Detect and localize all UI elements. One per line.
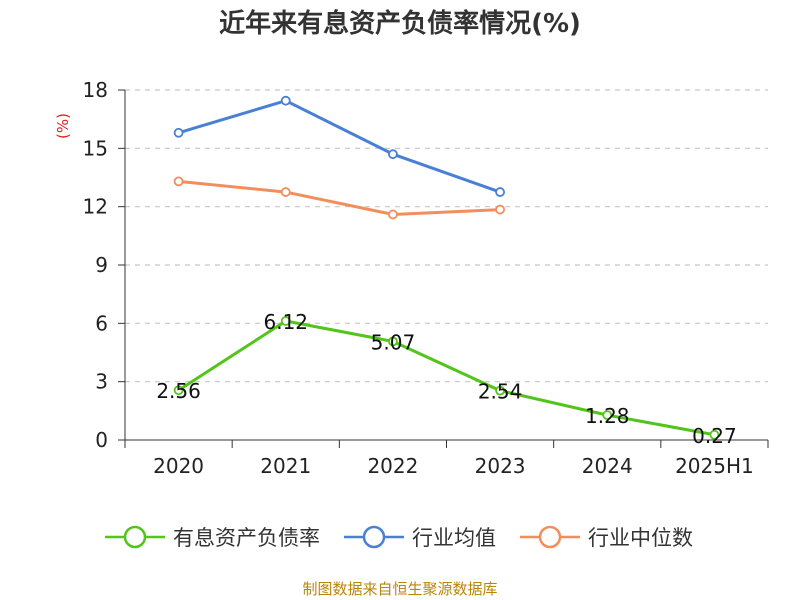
y-tick-label: 9 [95, 253, 108, 277]
data-point [495, 204, 505, 215]
legend-swatch-marker [123, 525, 147, 549]
legend-label: 行业均值 [412, 526, 496, 550]
data-point [173, 385, 184, 396]
data-point [280, 95, 291, 106]
y-tick-label: 15 [83, 136, 108, 160]
y-tick-label: 12 [83, 195, 108, 219]
legend-label: 行业中位数 [588, 526, 693, 550]
legend: 有息资产负债率 行业均值 行业中位数 [105, 525, 693, 550]
data-point [388, 209, 398, 220]
series-line [177, 319, 715, 437]
data-label: 1.28 [585, 404, 630, 428]
data-labels: 2.56 6.12 5.07 2.54 1.28 0.27 [156, 310, 736, 448]
series-line [178, 99, 501, 194]
y-axis-label: (%) [54, 113, 72, 139]
data-point [709, 429, 720, 440]
x-tick-label: 2020 [153, 454, 204, 478]
chart-title: 近年来有息资产负债率情况(%) [219, 9, 581, 39]
x-tick-label: 2025H1 [675, 454, 754, 478]
series-lines [173, 95, 720, 440]
axes: 0 3 6 9 12 15 18 2020 2021 2022 2023 2024 2025H1 (%) [54, 78, 769, 478]
data-point [388, 149, 398, 160]
data-point [602, 410, 613, 421]
data-label: 5.07 [371, 330, 416, 354]
data-label: 0.27 [692, 424, 737, 448]
data-point [280, 316, 291, 326]
legend-label: 有息资产负债率 [173, 526, 320, 550]
x-tick-label: 2024 [582, 454, 633, 478]
data-point [280, 187, 291, 197]
data-point [173, 127, 184, 138]
grid-lines [125, 89, 768, 383]
legend-item: 行业中位数 [520, 525, 693, 550]
legend-item: 行业均值 [344, 525, 496, 550]
x-tick-label: 2023 [475, 454, 526, 478]
source-note: 制图数据来自恒生聚源数据库 [302, 580, 498, 598]
y-tick-label: 18 [83, 78, 108, 102]
data-label: 2.56 [156, 379, 201, 403]
data-label: 2.54 [478, 380, 523, 404]
y-tick-label: 0 [95, 428, 108, 452]
x-tick-label: 2022 [367, 454, 418, 478]
data-point [495, 187, 505, 197]
y-tick-label: 6 [95, 311, 108, 335]
data-point [495, 385, 505, 396]
legend-swatch-marker [538, 525, 562, 549]
data-point [173, 176, 184, 187]
data-label: 6.12 [263, 310, 308, 334]
x-tick-label: 2021 [260, 454, 311, 478]
y-tick-label: 3 [95, 370, 108, 394]
legend-swatch-marker [362, 525, 386, 549]
legend-item: 有息资产负债率 [105, 525, 320, 550]
data-point [388, 336, 398, 347]
series-line [178, 179, 501, 216]
